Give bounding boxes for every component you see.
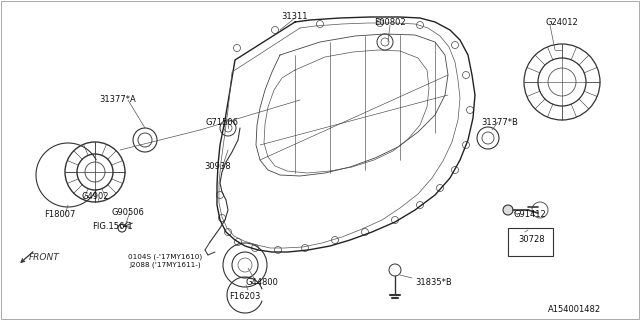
- Text: G4902: G4902: [81, 192, 109, 201]
- Text: G90506: G90506: [111, 208, 145, 217]
- Text: FIG.156-1: FIG.156-1: [92, 222, 132, 231]
- Text: 31835*B: 31835*B: [415, 278, 452, 287]
- Text: G71506: G71506: [205, 118, 239, 127]
- Text: F16203: F16203: [229, 292, 260, 301]
- Text: G44800: G44800: [246, 278, 278, 287]
- Text: A154001482: A154001482: [548, 305, 602, 314]
- Text: G24012: G24012: [545, 18, 578, 27]
- Text: 0104S (-'17MY1610): 0104S (-'17MY1610): [128, 253, 202, 260]
- Text: 30938: 30938: [205, 162, 231, 171]
- Text: 31377*A: 31377*A: [100, 95, 136, 104]
- Text: F18007: F18007: [44, 210, 76, 219]
- Text: E00802: E00802: [374, 18, 406, 27]
- Text: FRONT: FRONT: [29, 253, 60, 262]
- Text: 30728: 30728: [518, 235, 545, 244]
- Text: 31311: 31311: [282, 12, 308, 21]
- Text: J2088 ('17MY1611-): J2088 ('17MY1611-): [129, 262, 201, 268]
- Circle shape: [503, 205, 513, 215]
- Text: 31377*B: 31377*B: [481, 118, 518, 127]
- Text: G91412: G91412: [514, 210, 547, 219]
